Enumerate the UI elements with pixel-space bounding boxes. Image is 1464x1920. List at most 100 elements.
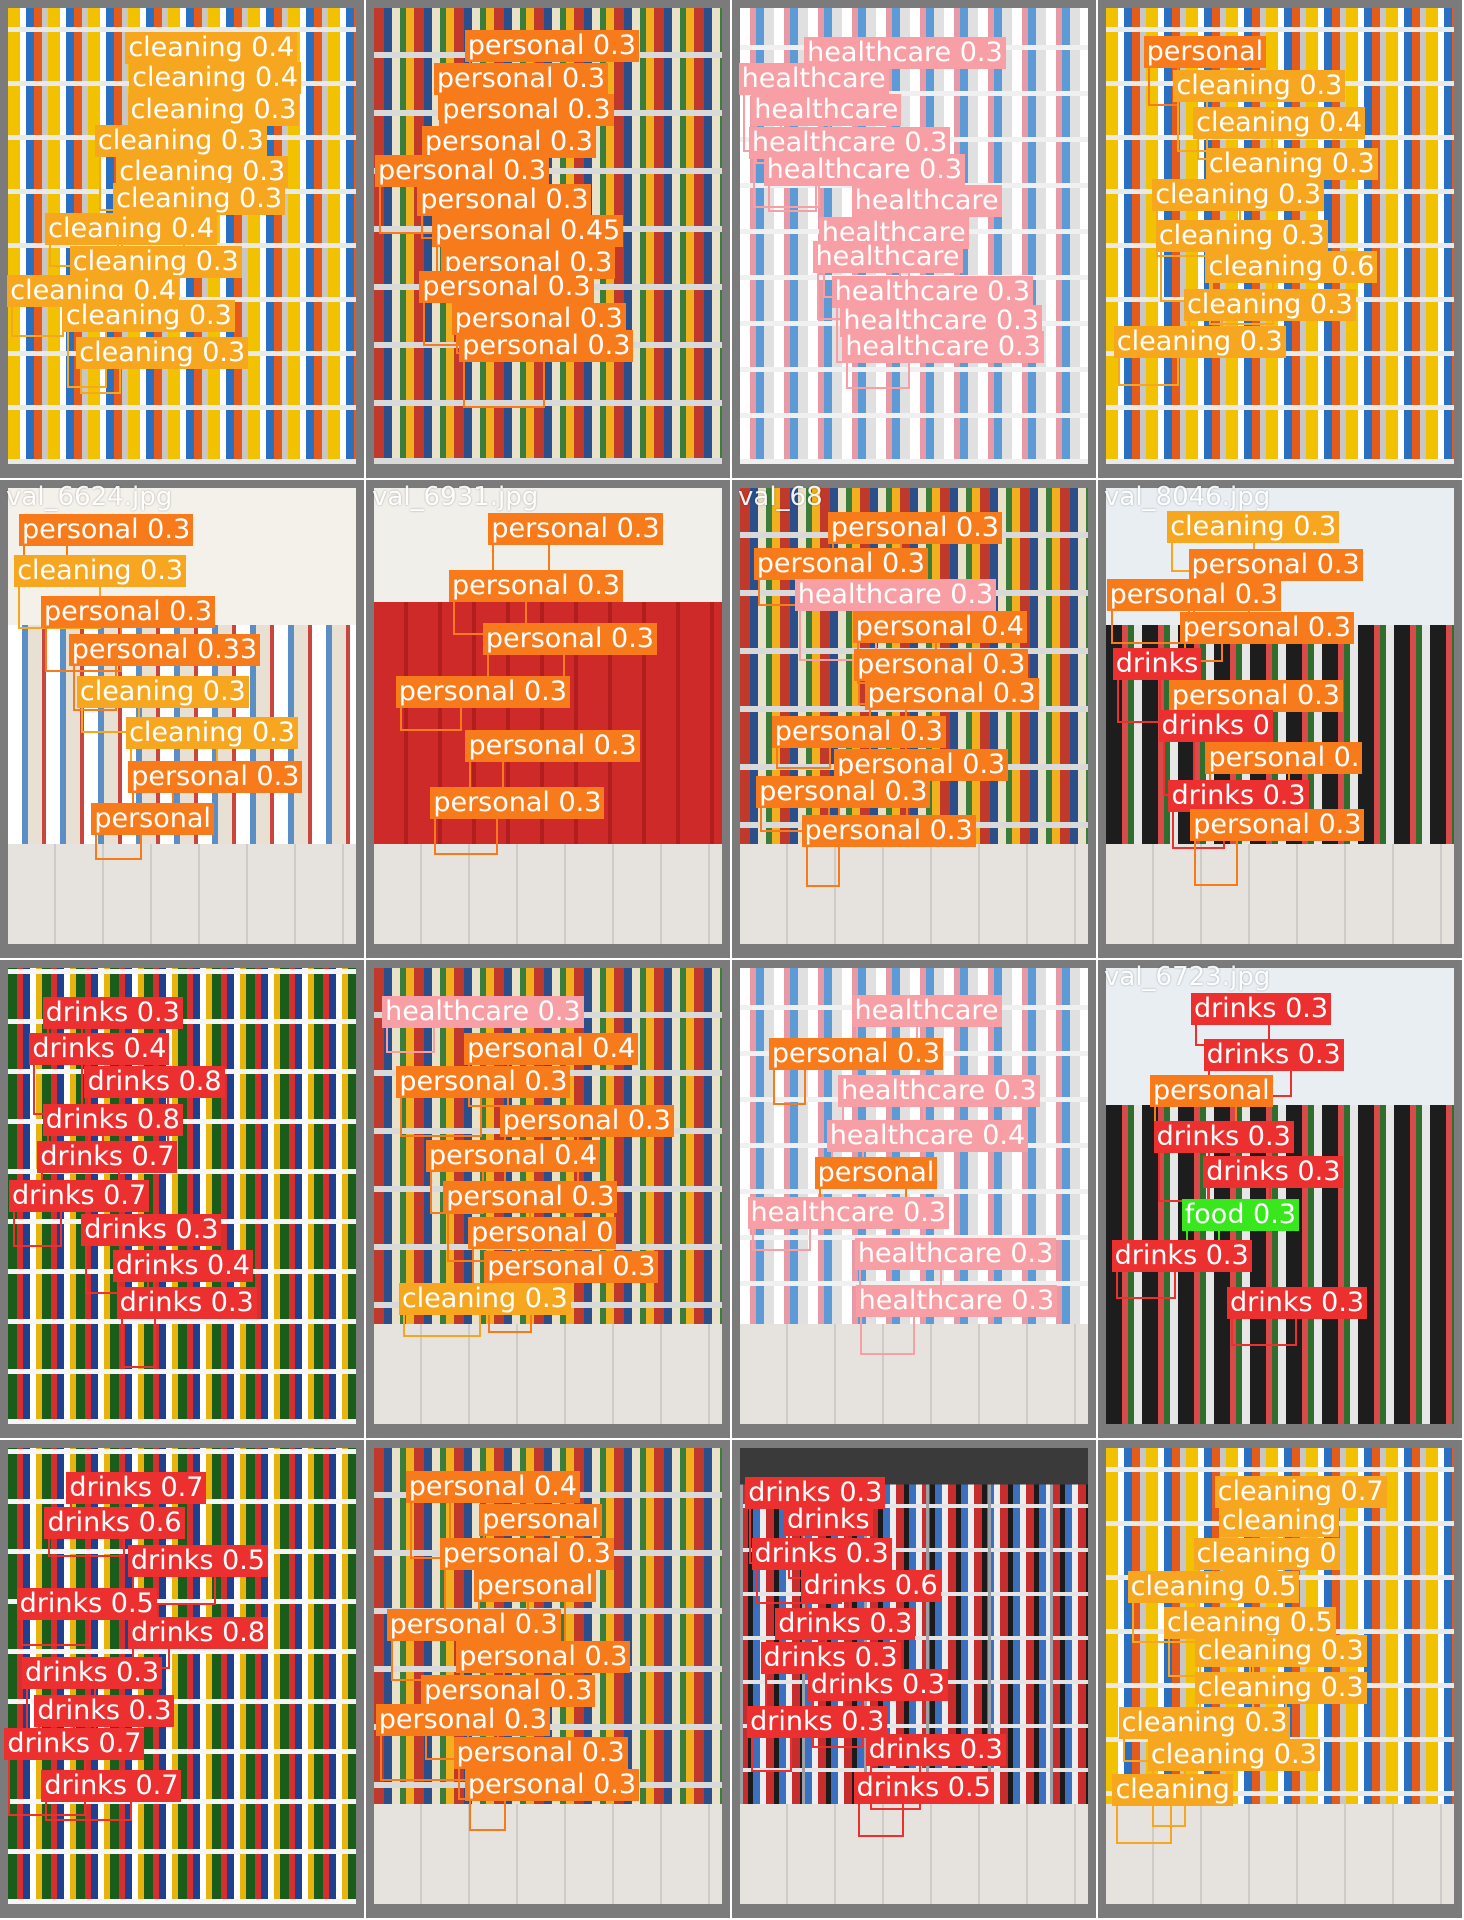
detection-label: personal 0.3 xyxy=(421,125,596,158)
detection-label: cleaning 0.3 xyxy=(1194,1635,1367,1668)
detection-label: drinks 0.3 xyxy=(1203,1156,1344,1189)
detection-label: drinks 0.5 xyxy=(16,1587,157,1620)
detection-box xyxy=(45,1799,132,1821)
mosaic-tile: drinks 0.3 drinks drinks 0.3 drinks 0.6 drin… xyxy=(732,1440,1098,1920)
detection-label: cleaning xyxy=(1218,1504,1340,1537)
mosaic-tile: val_6931.jpg personal 0.3 personal 0.3 pers… xyxy=(366,480,732,960)
detection-label: drinks 0.3 xyxy=(747,1705,888,1738)
detection-box xyxy=(751,1227,811,1252)
detection-label: drinks 0.8 xyxy=(84,1066,225,1099)
detection-box xyxy=(80,367,122,395)
detection-label: personal 0.3 xyxy=(375,1704,550,1737)
detection-label: personal 0.3 xyxy=(433,62,608,95)
detection-label: personal 0.3 xyxy=(482,623,657,656)
detection-label: personal 0.3 xyxy=(439,93,614,126)
detection-label: cleaning 0.3 xyxy=(1205,147,1378,180)
tile-filename: val_6723.jpg xyxy=(1104,962,1271,992)
detection-label: healthcare 0.3 xyxy=(842,331,1044,364)
detection-label: drinks 0.7 xyxy=(9,1179,150,1212)
detection-label: cleaning 0.3 xyxy=(398,1283,571,1316)
detection-label: personal 0.3 xyxy=(864,678,1039,711)
detection-label: healthcare 0.3 xyxy=(838,1074,1040,1107)
detection-label: healthcare 0.3 xyxy=(747,1197,950,1230)
mosaic-tile: val_6723.jpg drinks 0.3 drinks 0.3 personal… xyxy=(1098,960,1464,1440)
detection-label: healthcare 0.3 xyxy=(804,37,1006,70)
detection-label: drinks 0.4 xyxy=(29,1032,170,1065)
tile-filename: val_8046.jpg xyxy=(1104,482,1271,512)
detection-box xyxy=(846,361,910,390)
detection-label: personal 0.4 xyxy=(405,1470,580,1503)
detection-label: cleaning 0.3 xyxy=(116,155,289,188)
detection-label: drinks 0.4 xyxy=(112,1249,253,1282)
detection-label: personal 0.3 xyxy=(386,1608,561,1641)
detection-box xyxy=(775,745,832,770)
detection-label: healthcare 0.3 xyxy=(831,276,1034,309)
detection-label: personal 0.3 xyxy=(439,1537,614,1570)
detection-label: drinks 0.3 xyxy=(1168,780,1309,813)
detection-box xyxy=(95,833,143,860)
detection-label: drinks 0.3 xyxy=(22,1657,163,1690)
detection-label: personal 0. xyxy=(1205,742,1363,775)
detection-label: personal 0.3 xyxy=(1106,578,1281,611)
detection-label: cleaning 0.3 xyxy=(69,245,242,278)
detection-label: drinks 0.3 xyxy=(751,1537,892,1570)
detection-label: personal 0.3 xyxy=(448,569,624,602)
detection-label: personal xyxy=(814,1157,938,1190)
detection-label: personal 0.3 xyxy=(801,814,976,847)
detection-box xyxy=(751,1735,792,1772)
mosaic-tile: cleaning 0.4 cleaning 0.4 cleaning 0.3 clea… xyxy=(0,0,366,480)
detection-label: drinks 0.3 xyxy=(1111,1240,1252,1273)
detection-label: personal 0.3 xyxy=(419,271,594,304)
detection-label: cleaning 0.3 xyxy=(1183,289,1356,322)
detection-label: personal 0.3 xyxy=(488,513,663,546)
detection-label: cleaning 0.3 xyxy=(62,300,235,333)
detection-label: personal 0.3 xyxy=(443,1181,618,1214)
detection-label: cleaning 0.3 xyxy=(1113,326,1286,359)
detection-box xyxy=(120,1316,156,1368)
detection-label: cleaning 0.3 xyxy=(1155,220,1328,253)
detection-label: drinks 0.3 xyxy=(865,1734,1006,1767)
detection-label: personal 0.33 xyxy=(68,634,261,667)
detection-label: cleaning xyxy=(1112,1774,1233,1807)
mosaic-tile: val_8046.jpg cleaning 0.3 personal 0.3 pers… xyxy=(1098,480,1464,960)
detection-label: cleaning 0.3 xyxy=(113,182,285,215)
mosaic-tile: drinks 0.7 drinks 0.6 drinks 0.5 drinks 0.5… xyxy=(0,1440,366,1920)
detection-box xyxy=(767,183,818,212)
detection-label: drinks 0.8 xyxy=(127,1616,269,1649)
detection-label: healthcare 0.3 xyxy=(794,578,997,611)
detection-label: personal 0.3 xyxy=(453,1737,628,1770)
detection-label: personal 0.3 xyxy=(19,514,194,547)
detection-label: drinks 0 xyxy=(1158,710,1273,743)
detection-label: food 0.3 xyxy=(1181,1198,1299,1231)
detection-label: drinks 0.3 xyxy=(1227,1286,1368,1319)
detection-label: personal 0.3 xyxy=(459,330,634,363)
detection-label: personal 0.3 xyxy=(756,775,931,808)
detection-label: cleaning 0.5 xyxy=(1127,1571,1300,1604)
detection-label: drinks 0.6 xyxy=(800,1570,941,1603)
detection-label: personal xyxy=(91,803,214,836)
detection-label: drinks 0.5 xyxy=(853,1771,994,1804)
detection-label: cleaning 0.3 xyxy=(1173,70,1346,103)
detection-label: personal 0.3 xyxy=(395,676,570,709)
detection-label: personal 0.3 xyxy=(1179,612,1354,645)
detection-label: personal 0.3 xyxy=(827,511,1002,544)
tile-filename: val_68 xyxy=(738,482,823,512)
detection-label: cleaning 0.3 xyxy=(126,716,298,749)
detection-label: drinks 0.7 xyxy=(41,1769,182,1802)
detection-box xyxy=(1157,1150,1210,1202)
detection-box xyxy=(399,706,463,732)
detection-label: cleaning 0.6 xyxy=(1205,251,1378,284)
mosaic-tile: personal 0.4 personal personal 0.3 personal… xyxy=(366,1440,732,1920)
mosaic-tile: personal 0.3 personal 0.3 personal 0.3 pers… xyxy=(366,0,732,480)
detection-box xyxy=(434,816,498,855)
detection-label: personal 0.4 xyxy=(426,1140,601,1173)
detection-label: personal 0.3 xyxy=(1190,809,1365,842)
detection-box xyxy=(402,1313,481,1337)
detection-label: personal 0.3 xyxy=(854,648,1029,681)
detection-label: drinks 0.7 xyxy=(37,1141,178,1174)
detection-label: cleaning 0.3 xyxy=(127,93,300,126)
detection-label: personal 0.3 xyxy=(451,302,626,335)
detection-box xyxy=(468,1799,507,1831)
detection-box xyxy=(1115,1270,1176,1300)
detection-label: personal 0.3 xyxy=(456,1640,631,1673)
